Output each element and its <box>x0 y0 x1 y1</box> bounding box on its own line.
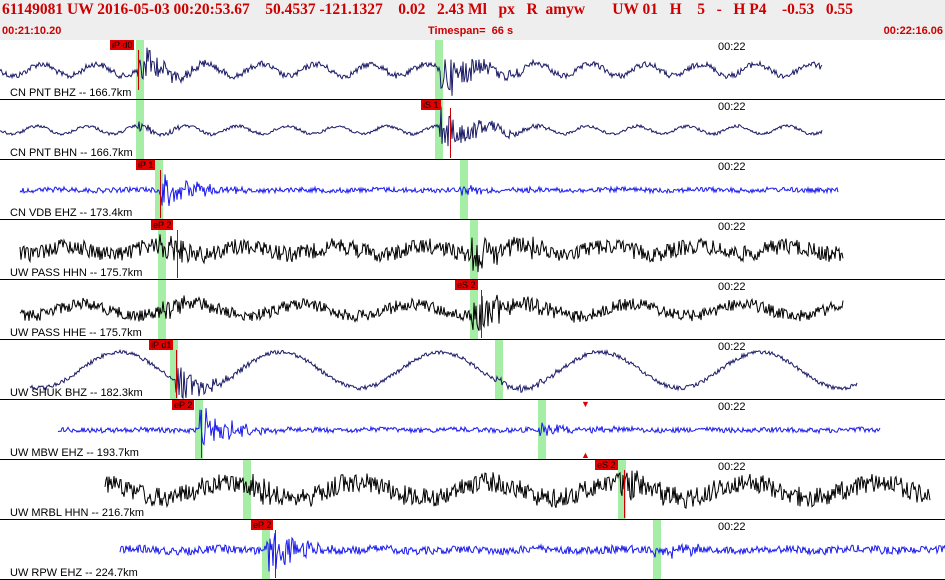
seismogram-trace[interactable] <box>0 400 945 460</box>
time-tick-label: 00:22 <box>718 101 746 113</box>
time-tick-label: 00:22 <box>718 161 746 173</box>
pick-line <box>176 350 177 398</box>
time-tick-label: 00:22 <box>718 401 746 413</box>
pick-window-band <box>460 160 468 219</box>
pick-window-band <box>136 40 144 99</box>
time-tick-label: 00:22 <box>718 41 746 53</box>
waveform-panel[interactable]: eP 2 ▼ ▲ 00:22 UW MBW EHZ -- 193.7km <box>0 400 945 460</box>
pick-line <box>450 108 451 158</box>
pick-flag[interactable]: eP 2 <box>172 400 195 410</box>
waveform-panel[interactable]: iP d1 00:22 UW SHUK BHZ -- 182.3km <box>0 340 945 400</box>
time-tick-label: 00:22 <box>718 221 746 233</box>
pick-window-band <box>170 340 178 399</box>
event-header: 61149081 UW 2016-05-03 00:20:53.67 50.45… <box>0 0 945 40</box>
station-label: CN PNT BHZ -- 166.7km <box>10 87 132 99</box>
pick-flag[interactable]: eS 2 <box>595 460 618 470</box>
waveform-panel[interactable]: iP d0 00:22 CN PNT BHZ -- 166.7km <box>0 40 945 100</box>
waveform-panel[interactable]: eP 2 00:22 UW PASS HHN -- 175.7km <box>0 220 945 280</box>
station-label: CN VDB EHZ -- 173.4km <box>10 207 133 219</box>
pick-window-band <box>155 160 163 219</box>
seismogram-trace[interactable] <box>0 220 945 280</box>
waveform-panel[interactable]: iS 1 00:22 CN PNT BHN -- 166.7km <box>0 100 945 160</box>
pick-line <box>160 170 161 218</box>
pick-flag[interactable]: iP d1 <box>149 340 174 350</box>
seismogram-trace[interactable] <box>0 460 945 520</box>
pick-flag[interactable]: eP 2 <box>251 520 274 530</box>
pick-line <box>275 530 276 578</box>
time-tick-label: 00:22 <box>718 281 746 293</box>
pick-line <box>201 410 202 458</box>
station-label: UW MRBL HHN -- 216.7km <box>10 507 145 519</box>
pick-flag[interactable]: iS 1 <box>421 100 441 110</box>
station-label: UW SHUK BHZ -- 182.3km <box>10 387 143 399</box>
station-label: CN PNT BHN -- 166.7km <box>10 147 133 159</box>
pick-line <box>624 470 625 518</box>
pick-window-band <box>195 400 203 459</box>
station-label: UW PASS HHE -- 175.7km <box>10 327 142 339</box>
waveform-panel[interactable]: eS 2 00:22 UW MRBL HHN -- 216.7km <box>0 460 945 520</box>
seismogram-trace[interactable] <box>0 340 945 400</box>
waveform-panel[interactable]: eP 2 00:22 UW RPW EHZ -- 224.7km <box>0 520 945 580</box>
seismogram-trace[interactable] <box>0 520 945 580</box>
event-title: 61149081 UW 2016-05-03 00:20:53.67 50.45… <box>2 1 854 18</box>
arrow-up-icon: ▲ <box>581 450 590 460</box>
pick-line <box>138 50 139 90</box>
station-label: UW RPW EHZ -- 224.7km <box>10 567 138 579</box>
pick-flag[interactable]: eP 2 <box>151 220 174 230</box>
waveform-panels[interactable]: iP d0 00:22 CN PNT BHZ -- 166.7km iS 1 0… <box>0 40 945 580</box>
time-tick-label: 00:22 <box>718 341 746 353</box>
pick-line <box>177 230 178 278</box>
pick-window-band <box>495 340 503 399</box>
waveform-panel[interactable]: eS 2 00:22 UW PASS HHE -- 175.7km <box>0 280 945 340</box>
seismogram-trace[interactable] <box>0 40 945 100</box>
station-label: UW PASS HHN -- 175.7km <box>10 267 143 279</box>
seismogram-trace[interactable] <box>0 160 945 220</box>
station-label: UW MBW EHZ -- 193.7km <box>10 447 139 459</box>
pick-flag[interactable]: iP d0 <box>110 40 135 50</box>
time-tick-label: 00:22 <box>718 461 746 473</box>
time-tick-label: 00:22 <box>718 521 746 533</box>
pick-window-band <box>470 220 478 279</box>
pick-flag[interactable]: iP 1 <box>136 160 156 170</box>
pick-line <box>481 290 482 338</box>
pick-window-band <box>538 400 546 459</box>
waveform-panel[interactable]: iP 1 00:22 CN VDB EHZ -- 173.4km <box>0 160 945 220</box>
pick-window-band <box>653 520 661 579</box>
arrow-down-icon: ▼ <box>581 400 590 409</box>
timespan-label: Timespan= 66 s <box>428 25 514 37</box>
start-time: 00:21:10.20 <box>2 25 62 37</box>
pick-flag[interactable]: eS 2 <box>455 280 478 290</box>
seismogram-trace[interactable] <box>0 280 945 340</box>
end-time: 00:22:16.06 <box>883 25 943 37</box>
seismogram-trace[interactable] <box>0 100 945 160</box>
